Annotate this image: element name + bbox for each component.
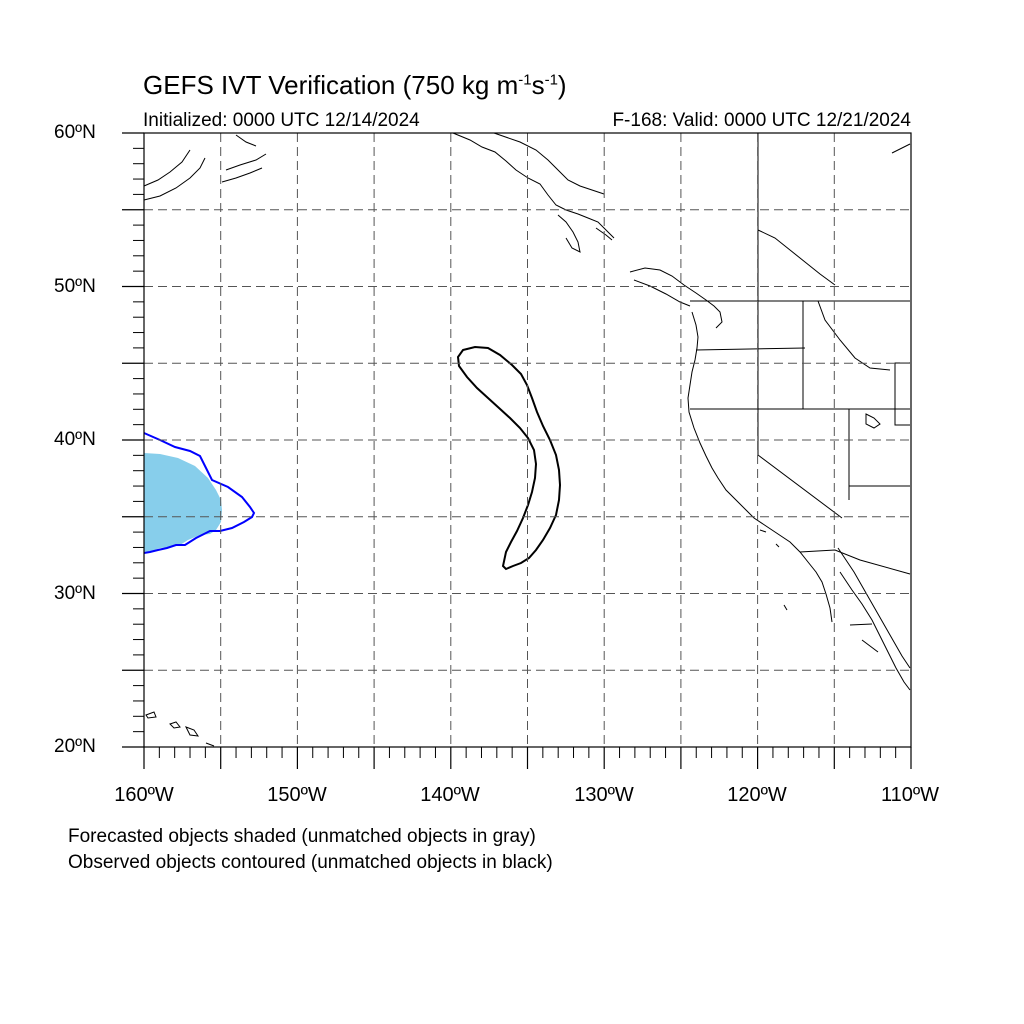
- valid-time-label: F-168: Valid: 0000 UTC 12/21/2024: [612, 110, 911, 131]
- forecast-object-shaded: [144, 453, 222, 552]
- observed-contour-matched: [143, 432, 256, 554]
- lon-label-160w: 160ºW: [114, 784, 174, 806]
- legend-forecast: Forecasted objects shaded (unmatched obj…: [68, 826, 536, 847]
- plot-frame: [143, 132, 912, 748]
- lat-label-50n: 50ºN: [54, 276, 96, 297]
- observed-contour-unmatched: [456, 345, 562, 571]
- lat-label-60n: 60ºN: [54, 122, 96, 143]
- lon-label-140w: 140ºW: [420, 784, 480, 806]
- axis-ticks: [122, 132, 912, 769]
- lat-lon-grid: [144, 133, 911, 747]
- legend-observed: Observed objects contoured (unmatched ob…: [68, 852, 553, 873]
- lon-label-150w: 150ºW: [267, 784, 327, 806]
- lat-label-30n: 30ºN: [54, 583, 96, 604]
- init-time-label: Initialized: 0000 UTC 12/14/2024: [143, 110, 420, 131]
- lat-label-20n: 20ºN: [54, 736, 96, 757]
- lon-label-120w: 120ºW: [727, 784, 787, 806]
- lon-label-130w: 130ºW: [574, 784, 634, 806]
- coastlines: [143, 132, 911, 747]
- lat-label-40n: 40ºN: [54, 429, 96, 450]
- lon-label-110w: 110ºW: [880, 784, 940, 806]
- map-title: GEFS IVT Verification (750 kg m-1s-1): [143, 70, 567, 100]
- political-borders: [690, 133, 911, 653]
